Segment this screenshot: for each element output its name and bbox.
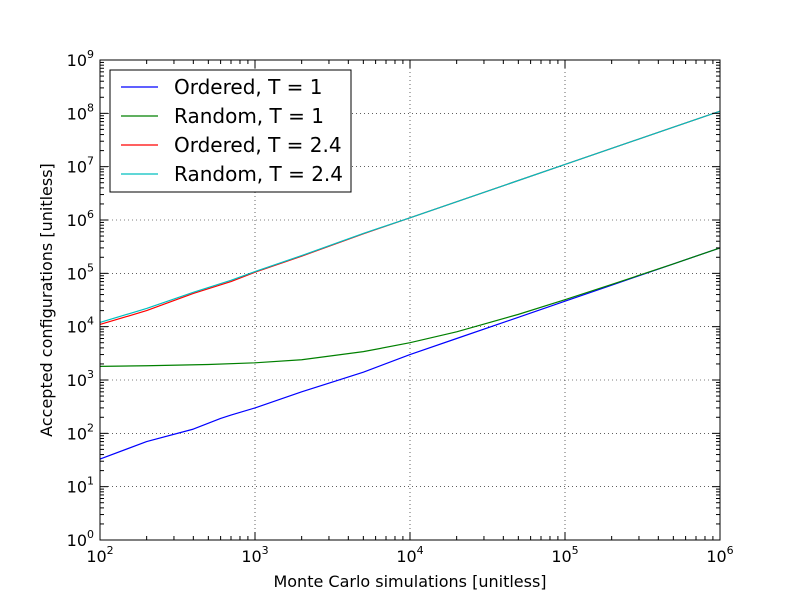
x-tick-labels: 102 103 104 105 106 [86,544,733,566]
x-axis-title: Monte Carlo simulations [unitless] [273,572,546,591]
y-axis-title: Accepted configurations [unitless] [37,163,56,437]
series-line-1 [99,247,721,460]
legend-label-4: Random, T = 2.4 [174,162,343,186]
series-line-2 [99,247,721,367]
series-line-4 [99,110,721,324]
tick-marks [99,59,721,541]
legend-label-3: Ordered, T = 2.4 [174,133,342,157]
legend-label-1: Ordered, T = 1 [174,75,323,99]
legend-box [109,69,352,193]
legend-items: Ordered, T = 1 Random, T = 1 Ordered, T = … [121,75,343,186]
legend: Ordered, T = 1 Random, T = 1 Ordered, T = … [109,69,352,193]
legend-label-2: Random, T = 1 [174,104,324,128]
series-lines [99,110,721,460]
